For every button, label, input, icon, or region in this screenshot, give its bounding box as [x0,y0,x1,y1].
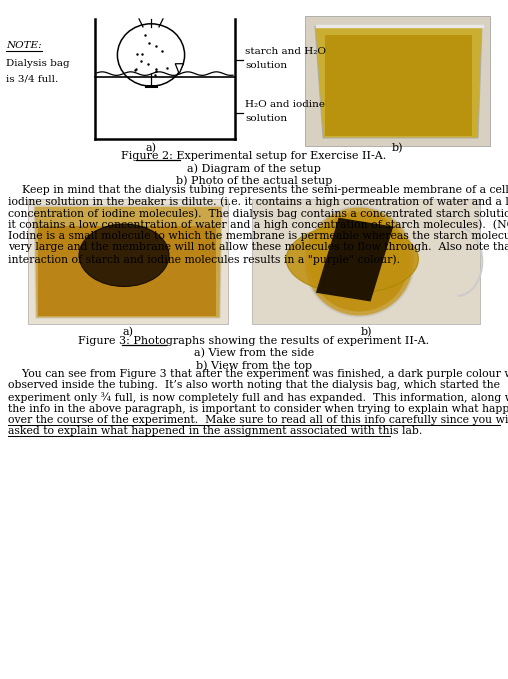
Text: interaction of starch and iodine molecules results in a "purple" colour).: interaction of starch and iodine molecul… [8,254,400,265]
Text: H₂O and iodine: H₂O and iodine [245,100,325,109]
Polygon shape [34,205,222,318]
Text: a): a) [122,327,134,337]
Bar [28,199,228,324]
Polygon shape [316,218,393,301]
Text: very large and the membrane will not allow these molecules to flow through.  Als: very large and the membrane will not all… [8,242,508,253]
Text: Figure 2: Experimental setup for Exercise II-A.: Figure 2: Experimental setup for Exercis… [121,151,387,161]
Text: asked to explain what happened in the assignment associated with this lab.: asked to explain what happened in the as… [8,426,422,437]
Circle shape [304,206,414,316]
Text: NOTE:: NOTE: [6,41,42,50]
Text: Keep in mind that the dialysis tubing represents the semi-permeable membrane of : Keep in mind that the dialysis tubing re… [8,185,508,195]
Text: b): b) [392,143,403,153]
Text: solution: solution [245,61,287,70]
Circle shape [309,211,409,312]
Text: a): a) [145,143,156,153]
Text: over the course of the experiment.  Make sure to read all of this info carefully: over the course of the experiment. Make … [8,415,508,425]
Text: solution: solution [245,113,287,123]
Text: concentration of iodine molecules).  The dialysis bag contains a concentrated st: concentration of iodine molecules). The … [8,208,508,219]
Bar [325,35,472,136]
Text: b): b) [360,327,372,337]
Polygon shape [175,64,183,74]
Ellipse shape [79,224,169,287]
Text: Iodine is a small molecule to which the membrane is permeable whereas the starch: Iodine is a small molecule to which the … [8,231,508,241]
Ellipse shape [286,225,419,293]
Text: is 3/4 full.: is 3/4 full. [6,75,58,84]
Bar [252,199,480,324]
Text: a) Diagram of the setup: a) Diagram of the setup [187,163,321,174]
Text: observed inside the tubing.  It’s also worth noting that the dialysis bag, which: observed inside the tubing. It’s also wo… [8,380,500,390]
Bar [38,226,216,316]
Text: b) Photo of the actual setup: b) Photo of the actual setup [176,175,332,185]
Text: it contains a low concentration of water and a high concentration of starch mole: it contains a low concentration of water… [8,219,508,230]
Text: Figure 3: Photographs showing the results of experiment II-A.: Figure 3: Photographs showing the result… [78,336,430,346]
Text: the info in the above paragraph, is important to consider when trying to explain: the info in the above paragraph, is impo… [8,403,508,414]
Text: a) View from the side: a) View from the side [194,348,314,359]
Polygon shape [315,26,482,138]
Text: experiment only ¾ full, is now completely full and has expanded.  This informati: experiment only ¾ full, is now completel… [8,392,508,403]
Text: starch and H₂O: starch and H₂O [245,47,326,56]
Text: b) View from the top: b) View from the top [196,360,312,371]
Text: You can see from Figure 3 that after the experiment was finished, a dark purple : You can see from Figure 3 that after the… [8,369,508,379]
Bar [305,16,490,146]
Text: Dialysis bag: Dialysis bag [6,59,70,68]
Text: iodine solution in the beaker is dilute. (i.e. it contains a high concentration : iodine solution in the beaker is dilute.… [8,196,508,207]
